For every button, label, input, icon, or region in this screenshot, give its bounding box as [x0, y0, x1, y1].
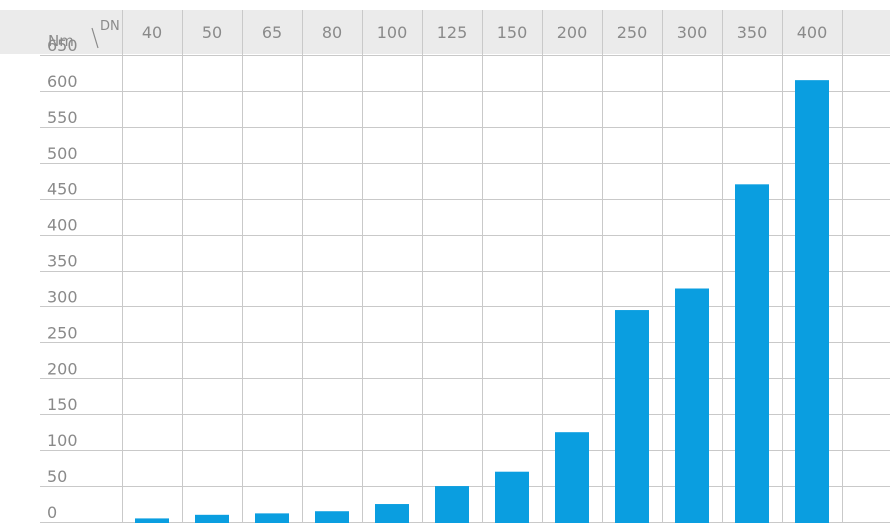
x-tick-label: 50	[202, 23, 222, 42]
x-tick-label: 250	[617, 23, 648, 42]
bar	[495, 471, 529, 523]
bar	[795, 80, 829, 523]
x-tick-label: 400	[797, 23, 828, 42]
corner-diagonal	[91, 27, 99, 49]
bar	[375, 504, 409, 523]
labels-layer: 0 50 100 150 200 250 300 350 400 450 500 550 600 650 4…	[47, 23, 827, 522]
x-tick-label: 125	[437, 23, 468, 42]
header-band	[0, 10, 890, 54]
y-tick-label: 350	[47, 252, 78, 271]
y-tick-label: 150	[47, 395, 78, 414]
x-tick-label: 100	[377, 23, 408, 42]
y-tick-label: 50	[47, 467, 67, 486]
y-tick-label: 400	[47, 216, 78, 235]
bar	[675, 288, 709, 523]
y-tick-label: 450	[47, 180, 78, 199]
bar	[435, 486, 469, 523]
y-tick-label: 600	[47, 72, 78, 91]
bar	[615, 310, 649, 523]
y-tick-label: 200	[47, 359, 78, 378]
y-tick-label: 300	[47, 287, 78, 306]
x-tick-label: 200	[557, 23, 588, 42]
bars-layer	[135, 80, 829, 523]
y-tick-label: 550	[47, 108, 78, 127]
bar	[195, 514, 229, 523]
x-tick-label: 80	[322, 23, 342, 42]
y-tick-label: 100	[47, 431, 78, 450]
x-unit-label: DN	[100, 19, 120, 34]
y-tick-label: 0	[47, 503, 57, 522]
y-tick-label: 250	[47, 323, 78, 342]
x-tick-label: 300	[677, 23, 708, 42]
y-unit-label: Nm	[48, 32, 74, 50]
grid-layer	[40, 10, 890, 523]
bar	[315, 511, 349, 523]
x-tick-label: 350	[737, 23, 768, 42]
bar	[135, 518, 169, 523]
bar	[555, 432, 589, 523]
x-tick-label: 40	[142, 23, 162, 42]
y-tick-label: 650	[47, 36, 78, 55]
x-tick-label: 150	[497, 23, 528, 42]
x-tick-label: 65	[262, 23, 282, 42]
bar	[255, 513, 289, 523]
y-tick-label: 500	[47, 144, 78, 163]
bar	[735, 184, 769, 523]
